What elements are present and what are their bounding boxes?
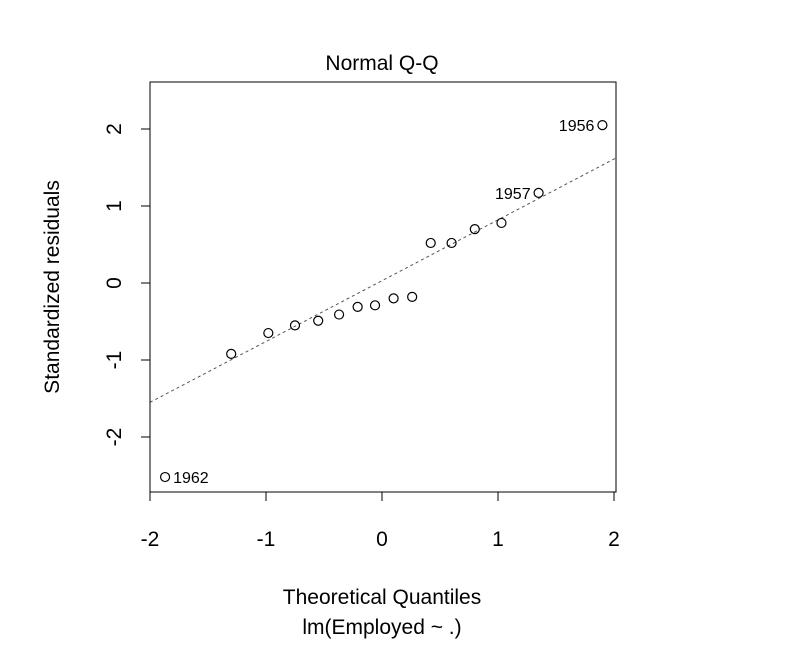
data-point xyxy=(226,348,237,359)
data-point xyxy=(313,315,324,326)
data-point xyxy=(333,309,345,320)
point-label: 1956 xyxy=(559,118,595,135)
data-point xyxy=(407,291,418,302)
data-point xyxy=(263,327,274,339)
data-point xyxy=(352,301,363,312)
x-tick-label: -1 xyxy=(257,528,276,551)
x-tick-label: 1 xyxy=(492,528,504,551)
data-point xyxy=(446,237,457,249)
x-axis: -2 -1 0 1 2 xyxy=(141,491,620,551)
y-tick-label: 0 xyxy=(103,277,126,289)
data-point xyxy=(597,120,608,131)
y-axis: -2 -1 0 1 2 xyxy=(103,123,151,447)
x-tick-label: 2 xyxy=(608,528,620,551)
y-tick-label: -1 xyxy=(103,351,126,370)
data-point xyxy=(469,224,480,235)
data-point xyxy=(159,471,171,483)
data-point xyxy=(425,237,436,249)
point-label: 1957 xyxy=(495,186,531,203)
chart-title: Normal Q-Q xyxy=(325,52,438,75)
plot-frame xyxy=(149,81,617,493)
y-axis-label: Standardized residuals xyxy=(41,180,64,394)
data-point xyxy=(533,187,544,199)
x-tick-label: 0 xyxy=(376,528,388,551)
y-tick-label: 2 xyxy=(103,123,126,135)
x-axis-sublabel: lm(Employed ~ .) xyxy=(302,616,461,639)
y-tick-label: -2 xyxy=(103,428,126,447)
data-point xyxy=(388,293,399,304)
x-tick-label: -2 xyxy=(141,528,160,551)
data-points: 1962 1957 1956 xyxy=(159,118,608,487)
reference-line-group xyxy=(149,157,617,403)
data-point xyxy=(496,217,507,229)
point-label: 1962 xyxy=(173,470,209,487)
data-point xyxy=(289,320,301,331)
data-point xyxy=(369,300,381,311)
y-tick-label: 1 xyxy=(103,200,126,212)
reference-line xyxy=(149,157,617,403)
x-axis-label: Theoretical Quantiles xyxy=(283,586,481,609)
